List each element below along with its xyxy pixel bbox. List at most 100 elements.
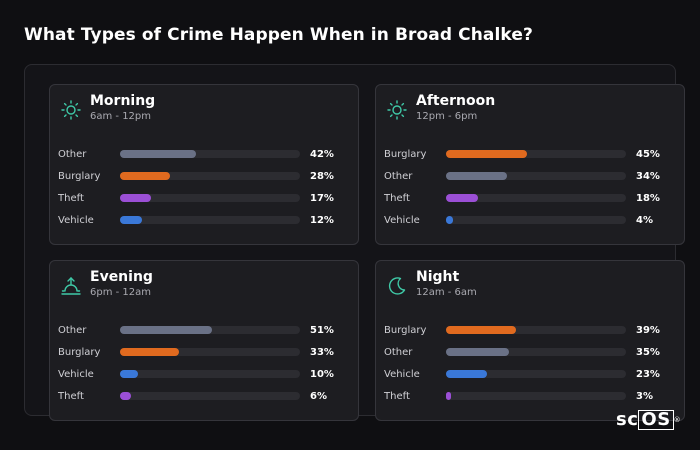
bar-track <box>120 216 300 224</box>
brand-logo: sc OS ® <box>616 409 681 431</box>
value-label: 6% <box>310 391 327 402</box>
bar-row: Other 51% <box>58 321 348 343</box>
value-label: 23% <box>636 369 660 380</box>
value-label: 28% <box>310 171 334 182</box>
bar-row: Other 42% <box>58 145 348 167</box>
bar-row: Other 35% <box>384 343 674 365</box>
bar-vehicle <box>446 370 488 378</box>
category-label: Burglary <box>384 149 427 160</box>
bar-row: Vehicle 12% <box>58 211 348 233</box>
bar-vehicle <box>120 370 138 378</box>
category-label: Vehicle <box>58 215 94 226</box>
category-label: Burglary <box>384 325 427 336</box>
bar-other <box>446 348 509 356</box>
brand-boxed: OS <box>638 410 674 430</box>
category-label: Vehicle <box>384 215 420 226</box>
card-title: Night <box>416 269 460 285</box>
category-label: Other <box>384 347 413 358</box>
value-label: 33% <box>310 347 334 358</box>
bar-track <box>120 370 300 378</box>
bar-track <box>120 326 300 334</box>
card-title: Morning <box>90 93 156 109</box>
value-label: 42% <box>310 149 334 160</box>
time-card-evening: Evening 6pm - 12am Other 51% Burglary 33… <box>49 260 359 421</box>
bar-theft <box>120 392 131 400</box>
bar-rows: Burglary 45% Other 34% Theft 18% Vehicle… <box>384 145 674 233</box>
bar-track <box>446 150 626 158</box>
bar-rows: Other 42% Burglary 28% Theft 17% Vehicle… <box>58 145 348 233</box>
card-subtitle: 12pm - 6pm <box>416 111 478 122</box>
bar-track <box>120 194 300 202</box>
bar-row: Burglary 45% <box>384 145 674 167</box>
card-subtitle: 12am - 6am <box>416 287 477 298</box>
value-label: 45% <box>636 149 660 160</box>
bar-row: Vehicle 10% <box>58 365 348 387</box>
category-label: Other <box>58 149 87 160</box>
bar-track <box>446 326 626 334</box>
sun-icon <box>61 100 81 120</box>
page-title: What Types of Crime Happen When in Broad… <box>24 25 533 45</box>
category-label: Burglary <box>58 171 101 182</box>
card-title: Afternoon <box>416 93 496 109</box>
category-label: Vehicle <box>58 369 94 380</box>
category-label: Theft <box>58 193 84 204</box>
time-card-night: Night 12am - 6am Burglary 39% Other 35% … <box>375 260 685 421</box>
category-label: Theft <box>384 193 410 204</box>
bar-track <box>120 150 300 158</box>
bar-rows: Other 51% Burglary 33% Vehicle 10% Theft… <box>58 321 348 409</box>
category-label: Burglary <box>58 347 101 358</box>
bar-row: Theft 18% <box>384 189 674 211</box>
bar-track <box>446 216 626 224</box>
bar-track <box>446 172 626 180</box>
time-card-afternoon: Afternoon 12pm - 6pm Burglary 45% Other … <box>375 84 685 245</box>
sun-icon <box>387 100 407 120</box>
bar-track <box>446 392 626 400</box>
time-card-morning: Morning 6am - 12pm Other 42% Burglary 28… <box>49 84 359 245</box>
category-label: Other <box>58 325 87 336</box>
bar-other <box>120 150 196 158</box>
bar-theft <box>446 392 452 400</box>
brand-prefix: sc <box>616 409 639 430</box>
bar-row: Theft 17% <box>58 189 348 211</box>
bar-track <box>120 348 300 356</box>
sunset-icon <box>61 277 81 295</box>
value-label: 12% <box>310 215 334 226</box>
bar-vehicle <box>120 216 142 224</box>
bar-track <box>446 348 626 356</box>
value-label: 10% <box>310 369 334 380</box>
category-label: Vehicle <box>384 369 420 380</box>
value-label: 17% <box>310 193 334 204</box>
card-subtitle: 6am - 12pm <box>90 111 152 122</box>
value-label: 34% <box>636 171 660 182</box>
category-label: Theft <box>58 391 84 402</box>
value-label: 51% <box>310 325 334 336</box>
brand-mark: ® <box>673 416 682 424</box>
bar-track <box>120 172 300 180</box>
bar-row: Vehicle 23% <box>384 365 674 387</box>
bar-row: Burglary 28% <box>58 167 348 189</box>
value-label: 18% <box>636 193 660 204</box>
bar-rows: Burglary 39% Other 35% Vehicle 23% Theft… <box>384 321 674 409</box>
bar-row: Theft 6% <box>58 387 348 409</box>
bar-row: Burglary 39% <box>384 321 674 343</box>
moon-icon <box>388 277 406 295</box>
bar-burglary <box>446 326 517 334</box>
bar-burglary <box>446 150 527 158</box>
bar-burglary <box>120 348 180 356</box>
bar-theft <box>446 194 479 202</box>
value-label: 39% <box>636 325 660 336</box>
value-label: 35% <box>636 347 660 358</box>
bar-theft <box>120 194 151 202</box>
card-subtitle: 6pm - 12am <box>90 287 152 298</box>
bar-row: Other 34% <box>384 167 674 189</box>
value-label: 4% <box>636 215 653 226</box>
bar-row: Theft 3% <box>384 387 674 409</box>
bar-track <box>446 370 626 378</box>
bar-row: Burglary 33% <box>58 343 348 365</box>
card-title: Evening <box>90 269 153 285</box>
bar-vehicle <box>446 216 454 224</box>
category-label: Other <box>384 171 413 182</box>
bar-row: Vehicle 4% <box>384 211 674 233</box>
bar-track <box>446 194 626 202</box>
bar-track <box>120 392 300 400</box>
